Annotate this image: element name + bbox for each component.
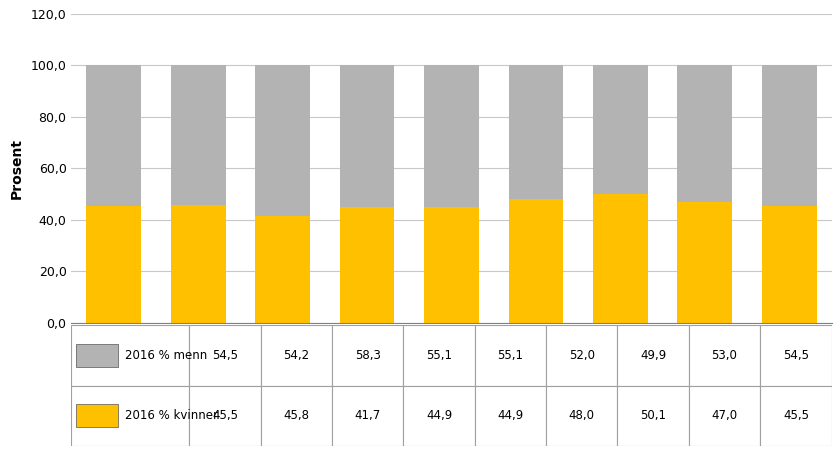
- Text: 2016 % kvinner: 2016 % kvinner: [125, 409, 218, 422]
- Text: 54,5: 54,5: [212, 349, 238, 362]
- Text: 53,0: 53,0: [711, 349, 738, 362]
- Bar: [593, 194, 648, 323]
- Bar: [762, 65, 816, 206]
- Bar: [403, 325, 475, 386]
- Text: 55,1: 55,1: [426, 349, 452, 362]
- Text: 54,2: 54,2: [283, 349, 309, 362]
- Bar: [475, 325, 546, 386]
- Bar: [760, 386, 832, 446]
- Bar: [260, 386, 332, 446]
- Bar: [593, 65, 648, 194]
- Bar: [171, 205, 226, 323]
- Text: 47,0: 47,0: [711, 409, 738, 422]
- Bar: [617, 325, 689, 386]
- Bar: [689, 386, 760, 446]
- Y-axis label: Prosent: Prosent: [10, 138, 24, 199]
- Bar: [677, 65, 732, 202]
- Bar: [332, 386, 403, 446]
- Bar: [76, 404, 118, 427]
- Bar: [762, 206, 816, 323]
- Bar: [403, 386, 475, 446]
- Bar: [677, 202, 732, 323]
- Bar: [508, 65, 564, 199]
- Text: 2016 % menn: 2016 % menn: [125, 349, 207, 362]
- Bar: [339, 65, 395, 207]
- Bar: [87, 206, 141, 323]
- Bar: [617, 386, 689, 446]
- Bar: [546, 325, 617, 386]
- Bar: [424, 65, 479, 207]
- Text: 48,0: 48,0: [569, 409, 595, 422]
- Text: 41,7: 41,7: [354, 409, 381, 422]
- Bar: [332, 325, 403, 386]
- Bar: [71, 386, 189, 446]
- Text: 44,9: 44,9: [426, 409, 452, 422]
- Text: 58,3: 58,3: [354, 349, 381, 362]
- Bar: [260, 325, 332, 386]
- Text: 44,9: 44,9: [497, 409, 523, 422]
- Bar: [339, 207, 395, 323]
- Bar: [508, 199, 564, 323]
- Bar: [76, 344, 118, 367]
- Bar: [424, 207, 479, 323]
- Bar: [189, 325, 260, 386]
- Text: 45,8: 45,8: [283, 409, 309, 422]
- Bar: [87, 65, 141, 206]
- Bar: [475, 386, 546, 446]
- Text: 52,0: 52,0: [569, 349, 595, 362]
- Text: 49,9: 49,9: [640, 349, 666, 362]
- Text: 55,1: 55,1: [497, 349, 523, 362]
- Bar: [689, 325, 760, 386]
- Text: 54,5: 54,5: [783, 349, 809, 362]
- Bar: [189, 386, 260, 446]
- Bar: [171, 65, 226, 205]
- Text: 45,5: 45,5: [783, 409, 809, 422]
- Text: 45,5: 45,5: [212, 409, 238, 422]
- Text: 50,1: 50,1: [640, 409, 666, 422]
- Bar: [71, 325, 189, 386]
- Bar: [255, 65, 310, 216]
- Bar: [760, 325, 832, 386]
- Bar: [546, 386, 617, 446]
- Bar: [255, 216, 310, 323]
